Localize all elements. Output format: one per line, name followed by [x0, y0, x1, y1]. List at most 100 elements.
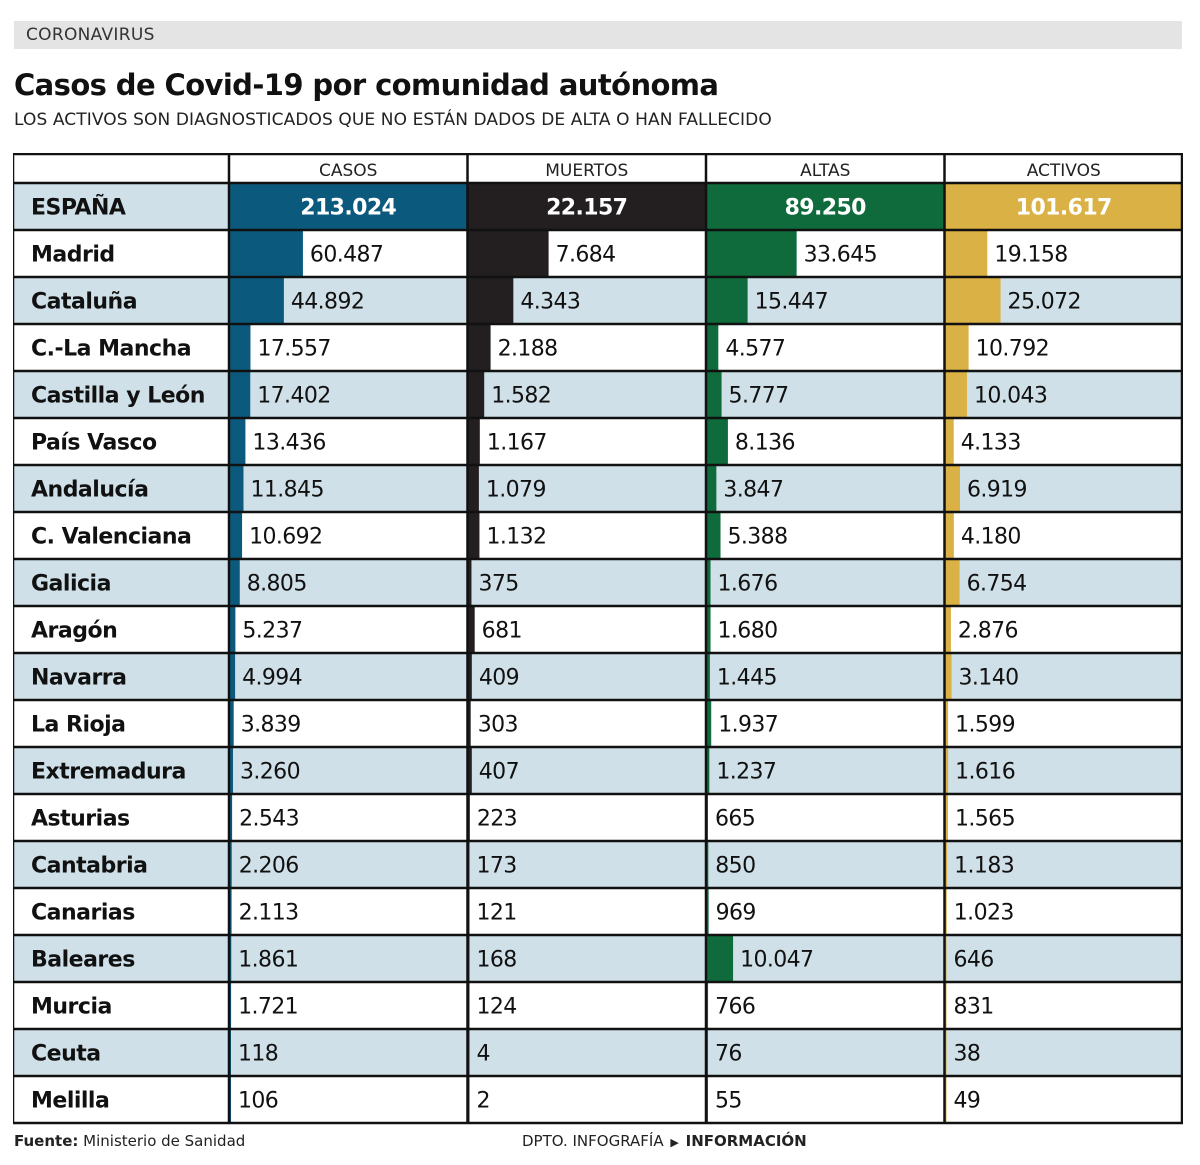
- bar-activos: [944, 700, 949, 747]
- value-casos: 2.113: [239, 901, 299, 926]
- table-row: [13, 606, 1183, 653]
- bar-casos: [229, 794, 233, 841]
- value-altas: 969: [716, 901, 756, 926]
- value-muertos: 409: [479, 666, 519, 691]
- region-label: Asturias: [31, 807, 130, 832]
- region-label: Madrid: [31, 243, 115, 268]
- value-casos: 3.260: [240, 760, 300, 785]
- table-row: [13, 324, 1183, 371]
- value-muertos: 1.079: [486, 478, 546, 503]
- table-row: [13, 747, 1183, 794]
- table-header-row: [13, 153, 1183, 183]
- value-activos: 19.158: [994, 243, 1067, 268]
- bar-casos: [229, 418, 246, 465]
- bar-casos: [229, 559, 240, 606]
- value-casos: 2.206: [239, 854, 299, 879]
- total-value-casos: 213.024: [300, 196, 396, 221]
- value-activos: 1.616: [955, 760, 1015, 785]
- bar-muertos: [467, 465, 479, 512]
- table-row: [13, 1076, 1183, 1123]
- bar-altas: [706, 418, 728, 465]
- value-activos: 831: [954, 995, 994, 1020]
- region-label: C.-La Mancha: [31, 337, 191, 362]
- value-muertos: 1.132: [486, 525, 546, 550]
- value-activos: 49: [954, 1089, 981, 1114]
- bar-casos: [229, 324, 251, 371]
- table-row: [13, 700, 1183, 747]
- bar-muertos: [467, 371, 485, 418]
- total-bar-activos: [944, 183, 1183, 230]
- bar-casos: [229, 700, 234, 747]
- value-altas: 5.388: [728, 525, 788, 550]
- bar-muertos: [467, 324, 491, 371]
- total-bar-muertos: [467, 183, 706, 230]
- value-casos: 118: [238, 1042, 278, 1067]
- bar-casos: [229, 230, 303, 277]
- value-activos: 4.180: [961, 525, 1021, 550]
- value-casos: 60.487: [310, 243, 383, 268]
- brand-label: INFORMACIÓN: [685, 1132, 807, 1150]
- value-altas: 55: [715, 1089, 742, 1114]
- value-muertos: 124: [477, 995, 517, 1020]
- region-label: Cantabria: [31, 854, 148, 879]
- value-casos: 17.402: [257, 384, 330, 409]
- value-altas: 33.645: [804, 243, 877, 268]
- table-row: [13, 794, 1183, 841]
- value-activos: 2.876: [958, 619, 1018, 644]
- bar-casos: [229, 888, 232, 935]
- value-activos: 1.565: [955, 807, 1015, 832]
- column-header-casos: CASOS: [319, 161, 377, 181]
- bar-muertos: [467, 418, 480, 465]
- bar-casos: [229, 747, 233, 794]
- bar-casos: [229, 606, 236, 653]
- value-casos: 1.721: [238, 995, 298, 1020]
- value-muertos: 303: [478, 713, 518, 738]
- bar-altas: [706, 700, 712, 747]
- bar-casos: [229, 371, 251, 418]
- value-muertos: 223: [477, 807, 517, 832]
- value-altas: 1.445: [717, 666, 777, 691]
- value-muertos: 4.343: [520, 290, 580, 315]
- bar-altas: [706, 935, 734, 982]
- value-activos: 6.919: [967, 478, 1027, 503]
- value-casos: 8.805: [247, 572, 307, 597]
- column-header-altas: ALTAS: [800, 161, 850, 181]
- value-casos: 2.543: [239, 807, 299, 832]
- value-activos: 3.140: [959, 666, 1019, 691]
- region-label: Navarra: [31, 666, 127, 691]
- region-label: Castilla y León: [31, 384, 205, 409]
- bar-activos: [944, 559, 960, 606]
- table-row: [13, 465, 1183, 512]
- table-row: [13, 512, 1183, 559]
- value-casos: 17.557: [257, 337, 330, 362]
- region-label: Extremadura: [31, 760, 186, 785]
- value-muertos: 2: [477, 1089, 490, 1114]
- bar-muertos: [467, 559, 472, 606]
- total-value-activos: 101.617: [1016, 196, 1112, 221]
- value-altas: 3.847: [723, 478, 783, 503]
- chart-title: Casos de Covid-19 por comunidad autónoma: [14, 68, 719, 102]
- bar-casos: [229, 277, 284, 324]
- value-altas: 8.136: [735, 431, 795, 456]
- bar-altas: [706, 324, 719, 371]
- dept-label: DPTO. INFOGRAFÍA: [522, 1132, 664, 1150]
- value-altas: 5.777: [729, 384, 789, 409]
- triangle-right-icon: ▶: [670, 1136, 679, 1149]
- bar-activos: [944, 512, 954, 559]
- bar-altas: [706, 559, 711, 606]
- bar-altas: [706, 371, 722, 418]
- value-activos: 1.599: [955, 713, 1015, 738]
- region-label: Ceuta: [31, 1042, 101, 1067]
- bar-activos: [944, 653, 952, 700]
- region-label: Melilla: [31, 1089, 109, 1114]
- value-activos: 6.754: [967, 572, 1027, 597]
- bar-activos: [944, 230, 988, 277]
- bar-muertos: [467, 512, 480, 559]
- region-label: Cataluña: [31, 290, 137, 315]
- bar-altas: [706, 230, 797, 277]
- bar-activos: [944, 277, 1001, 324]
- value-casos: 106: [238, 1089, 278, 1114]
- bar-altas: [706, 465, 717, 512]
- table-row: [13, 841, 1183, 888]
